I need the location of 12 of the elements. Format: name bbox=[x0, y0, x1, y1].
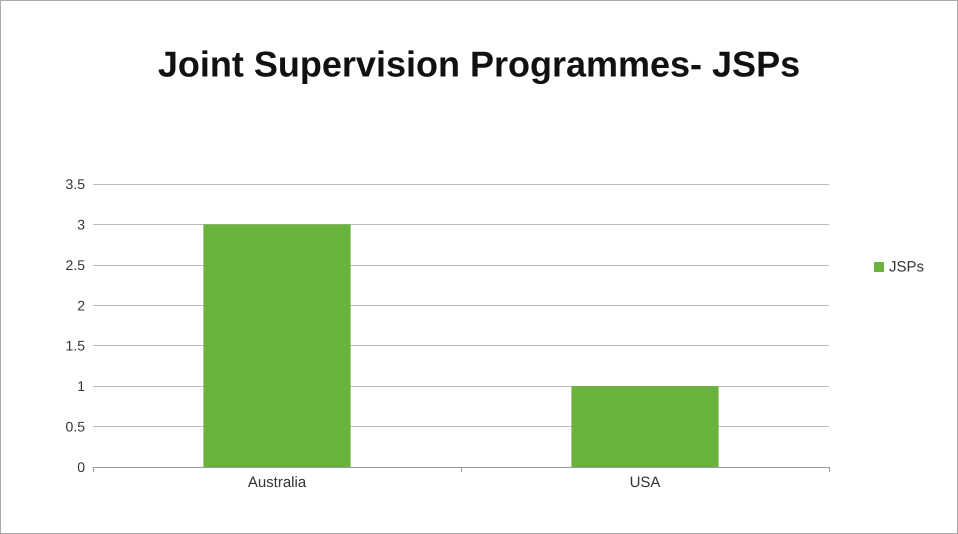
y-tick-label: 1 bbox=[77, 378, 86, 394]
y-tick-label: 3.5 bbox=[66, 176, 86, 192]
y-tick-label: 2 bbox=[77, 297, 86, 314]
legend-label: JSPs bbox=[889, 258, 924, 276]
y-tick-label: 2.5 bbox=[66, 256, 86, 273]
x-tick-label: Australia bbox=[248, 474, 307, 491]
chart-title: Joint Supervision Programmes- JSPs bbox=[158, 44, 800, 84]
y-tick-label: 1.5 bbox=[66, 338, 86, 354]
x-tick-label: USA bbox=[630, 474, 660, 491]
y-tick-label: 0 bbox=[77, 459, 86, 475]
y-tick-label: 0.5 bbox=[66, 418, 86, 435]
y-tick-label: 3 bbox=[77, 216, 86, 232]
